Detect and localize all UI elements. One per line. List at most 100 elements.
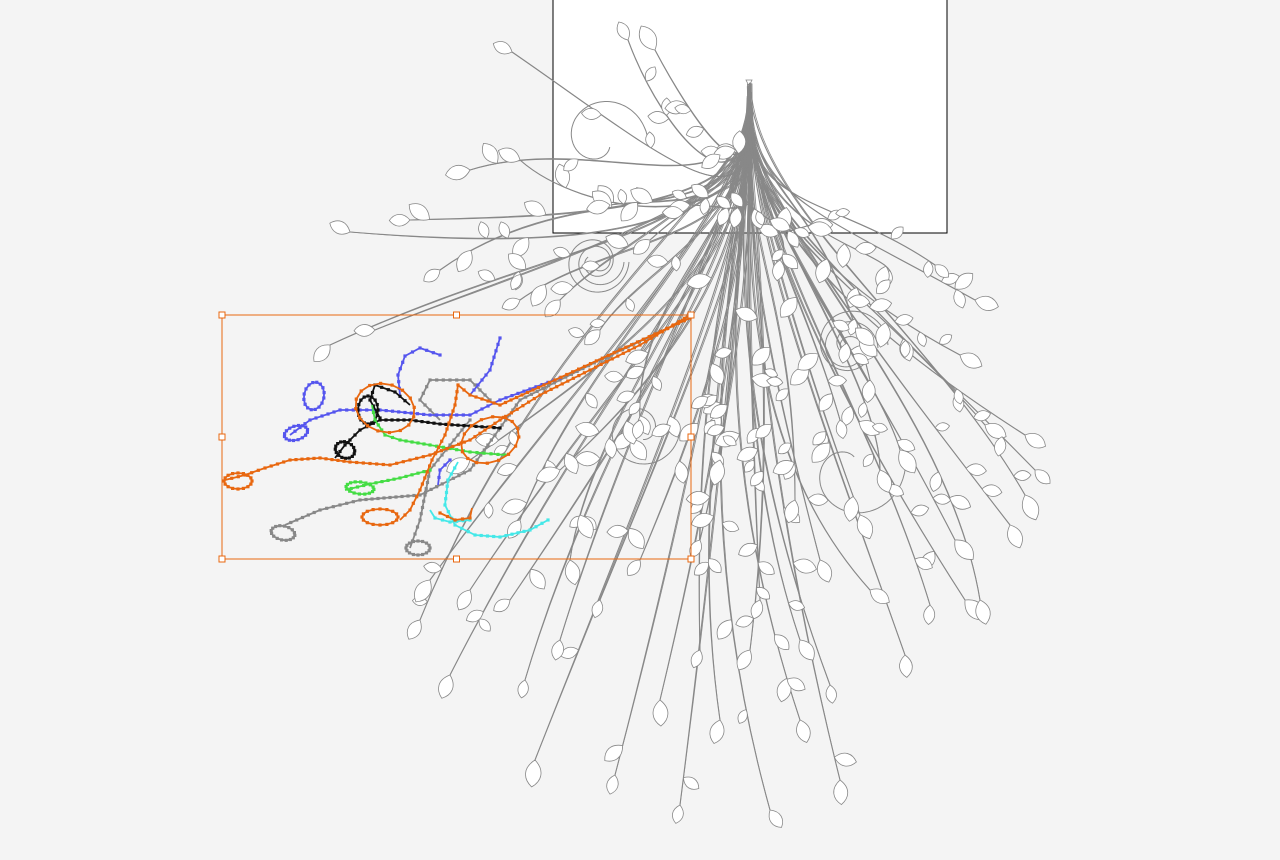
leaf bbox=[617, 188, 628, 205]
anchor-point bbox=[430, 458, 434, 462]
leaf bbox=[855, 327, 875, 346]
anchor-point bbox=[472, 388, 476, 392]
anchor-point bbox=[291, 438, 296, 443]
vine-stem bbox=[524, 119, 751, 681]
anchor-point bbox=[445, 514, 450, 519]
anchor-point bbox=[418, 346, 422, 350]
anchor-point bbox=[358, 428, 362, 432]
anchor-point bbox=[462, 471, 466, 475]
leaf bbox=[456, 589, 472, 611]
selected-paths[interactable] bbox=[222, 313, 692, 557]
anchor-point bbox=[284, 437, 288, 441]
handle-bottom-center[interactable] bbox=[453, 555, 460, 563]
anchor-point bbox=[438, 422, 442, 426]
anchor-point bbox=[421, 391, 425, 395]
leaf bbox=[835, 208, 851, 218]
leaf bbox=[563, 158, 579, 172]
anchor-point bbox=[443, 463, 447, 467]
vine-tree-artwork[interactable] bbox=[313, 21, 1051, 828]
anchor-point bbox=[472, 463, 476, 467]
handle-middle-left[interactable] bbox=[218, 433, 226, 441]
anchor-point bbox=[365, 509, 369, 513]
leaf bbox=[671, 254, 681, 272]
anchor-point bbox=[485, 534, 490, 538]
anchor-point bbox=[421, 455, 425, 459]
anchor-point bbox=[427, 543, 431, 547]
anchor-point bbox=[422, 499, 426, 503]
anchor-point bbox=[415, 525, 420, 529]
anchor-point bbox=[460, 450, 464, 454]
anchor-point bbox=[468, 378, 472, 382]
anchor-point bbox=[538, 393, 542, 397]
vine-stem bbox=[599, 124, 750, 601]
anchor-point bbox=[236, 487, 240, 491]
anchor-point bbox=[271, 526, 275, 530]
leaf bbox=[492, 41, 513, 55]
anchor-point bbox=[338, 449, 342, 454]
anchor-point bbox=[403, 410, 407, 415]
anchor-point bbox=[534, 525, 538, 529]
handle-top-center[interactable] bbox=[453, 311, 460, 319]
leaf bbox=[756, 587, 770, 600]
anchor-point bbox=[359, 398, 363, 402]
anchor-point bbox=[565, 372, 569, 377]
anchor-point bbox=[241, 472, 245, 476]
anchor-point bbox=[415, 456, 419, 460]
anchor-point bbox=[384, 418, 388, 422]
anchor-point bbox=[388, 495, 392, 500]
anchor-point bbox=[396, 373, 400, 377]
anchor-point bbox=[444, 490, 449, 495]
anchor-point bbox=[351, 500, 355, 504]
handle-bottom-right[interactable] bbox=[687, 555, 695, 563]
anchor-point bbox=[393, 390, 397, 394]
anchor-point bbox=[368, 398, 372, 402]
anchor-point bbox=[378, 408, 382, 412]
anchor-point bbox=[358, 498, 362, 502]
anchor-point bbox=[339, 440, 343, 444]
anchor-point bbox=[497, 428, 501, 432]
anchor-point bbox=[525, 390, 530, 395]
handle-top-left[interactable] bbox=[218, 311, 226, 319]
leaf bbox=[869, 588, 890, 604]
anchor-point bbox=[408, 418, 412, 422]
anchor-point bbox=[312, 510, 316, 515]
leaf bbox=[910, 504, 930, 517]
leaf bbox=[774, 634, 790, 650]
leaf bbox=[973, 410, 991, 422]
anchor-point bbox=[599, 362, 603, 366]
anchor-point bbox=[380, 428, 384, 432]
anchor-point bbox=[409, 411, 413, 415]
anchor-point bbox=[288, 537, 292, 542]
anchor-point bbox=[451, 444, 455, 448]
anchor-point bbox=[488, 425, 492, 429]
anchor-point bbox=[398, 394, 402, 398]
anchor-point bbox=[436, 445, 441, 450]
handle-top-right[interactable] bbox=[687, 311, 695, 319]
anchor-point bbox=[370, 395, 374, 399]
anchor-point bbox=[659, 329, 663, 333]
anchor-point bbox=[462, 388, 466, 392]
leaf bbox=[552, 246, 571, 258]
anchor-point bbox=[365, 408, 369, 412]
anchor-point bbox=[353, 449, 357, 453]
leaf bbox=[478, 221, 490, 239]
leaf bbox=[575, 422, 600, 437]
anchor-point bbox=[416, 539, 420, 543]
anchor-point bbox=[428, 546, 432, 550]
handle-bottom-left[interactable] bbox=[218, 555, 226, 563]
leaf bbox=[682, 776, 700, 790]
handle-middle-right[interactable] bbox=[687, 433, 695, 441]
leaf bbox=[704, 394, 718, 407]
selection-bounding-box[interactable] bbox=[218, 311, 695, 563]
leaf bbox=[644, 66, 657, 82]
anchor-point bbox=[605, 360, 609, 364]
anchor-point bbox=[485, 461, 489, 465]
anchor-point bbox=[435, 378, 439, 382]
anchor-point bbox=[388, 463, 392, 467]
anchor-point bbox=[460, 517, 465, 521]
anchor-point bbox=[287, 526, 291, 530]
anchor-point bbox=[226, 485, 230, 489]
vine-stem bbox=[519, 110, 750, 521]
